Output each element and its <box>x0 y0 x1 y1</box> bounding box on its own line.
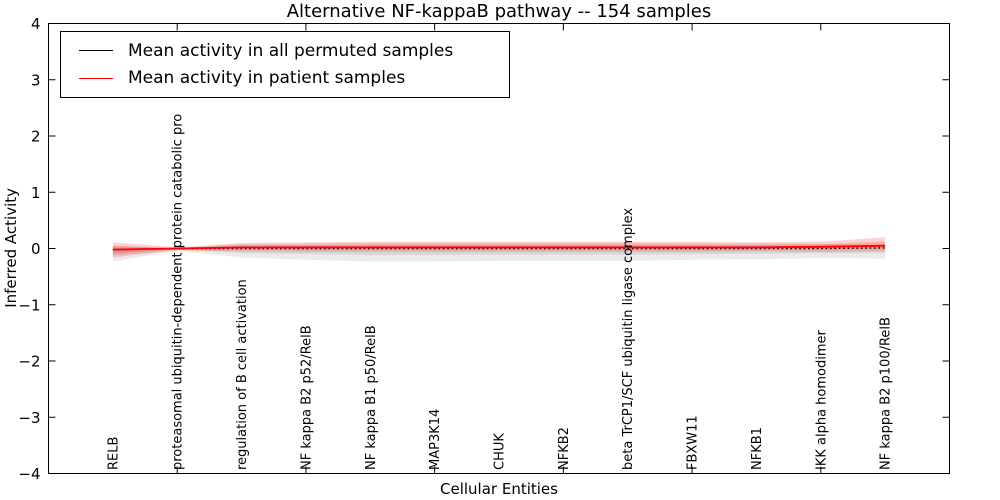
x-category-label: RELB <box>106 437 121 470</box>
y-tick-label: 3 <box>31 71 41 89</box>
y-tick-label: −3 <box>18 409 40 427</box>
legend-label: Mean activity in all permuted samples <box>128 40 454 61</box>
x-category-label: NFKB1 <box>750 427 765 470</box>
x-axis-label: Cellular Entities <box>440 480 558 498</box>
x-category-label: CHUK <box>493 433 508 470</box>
y-tick-label: −2 <box>18 353 40 371</box>
x-category-label: proteasomal ubiquitin-dependent protein … <box>171 114 186 470</box>
y-tick-label: 2 <box>31 128 41 146</box>
legend-label: Mean activity in patient samples <box>128 68 406 89</box>
x-category-label: IKK alpha homodimer <box>814 329 829 470</box>
permuted-line-sample-icon <box>79 50 113 52</box>
y-tick-label: 1 <box>31 184 41 202</box>
legend-item-permuted: Mean activity in all permuted samples <box>61 41 509 61</box>
x-category-label: beta TrCP1/SCF ubiquitin ligase complex <box>621 208 636 470</box>
patient-line-sample-icon <box>79 77 113 79</box>
permuted-mean-line <box>112 247 886 251</box>
y-tick-label: −4 <box>18 465 40 483</box>
legend-item-patient: Mean activity in patient samples <box>61 68 509 88</box>
x-category-label: MAP3K14 <box>428 409 443 470</box>
x-category-label: FBXW11 <box>686 415 701 470</box>
y-tick-label: 0 <box>31 240 41 258</box>
x-category-label: NF kappa B1 p50/RelB <box>364 325 379 470</box>
x-category-label: NF kappa B2 p100/RelB <box>879 317 894 470</box>
y-axis-label: Inferred Activity <box>2 188 20 308</box>
patient-mean-line <box>112 244 886 251</box>
legend: Mean activity in all permuted samples Me… <box>60 31 510 98</box>
y-axis-label-wrap: Inferred Activity <box>2 23 20 473</box>
y-tick-label: −1 <box>18 296 40 314</box>
x-category-label: NF kappa B2 p52/RelB <box>299 325 314 470</box>
chart-title: Alternative NF-kappaB pathway -- 154 sam… <box>286 1 712 22</box>
x-category-label: NFKB2 <box>557 427 572 470</box>
x-category-label: regulation of B cell activation <box>235 279 250 470</box>
y-tick-label: 4 <box>31 15 41 33</box>
